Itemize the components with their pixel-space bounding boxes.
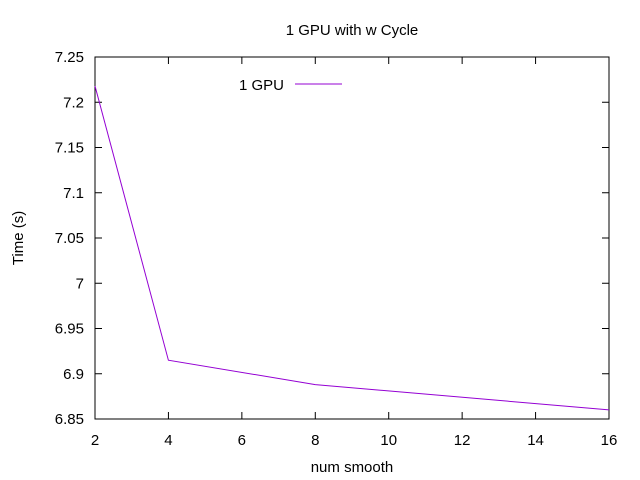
y-tick-label: 6.9 bbox=[63, 366, 84, 383]
x-tick-label: 2 bbox=[91, 432, 99, 449]
x-axis-label: num smooth bbox=[311, 459, 394, 476]
legend-label: 1 GPU bbox=[239, 77, 284, 94]
series-layer bbox=[94, 85, 610, 411]
y-tick-label: 7.05 bbox=[55, 230, 84, 247]
x-tick-label: 6 bbox=[238, 432, 246, 449]
x-tick-label: 14 bbox=[527, 432, 544, 449]
y-tick-label: 7.25 bbox=[55, 49, 84, 66]
y-tick-label: 7.1 bbox=[63, 185, 84, 202]
legend: 1 GPU bbox=[239, 77, 342, 94]
chart-title: 1 GPU with w Cycle bbox=[286, 22, 419, 39]
y-tick-label: 7 bbox=[76, 275, 84, 292]
y-tick-label: 7.2 bbox=[63, 94, 84, 111]
x-tick-label: 16 bbox=[601, 432, 618, 449]
x-tick-label: 12 bbox=[454, 432, 471, 449]
y-axis-ticks: 6.85 6.9 6.95 7 7.05 7.1 7.15 7.2 7.25 bbox=[55, 49, 609, 428]
plot-frame bbox=[94, 56, 610, 420]
y-tick-label: 7.15 bbox=[55, 140, 84, 157]
y-tick-label: 6.95 bbox=[55, 321, 84, 338]
y-axis-label: Time (s) bbox=[10, 211, 27, 265]
x-axis-ticks: 2 4 6 8 10 12 14 16 bbox=[91, 57, 618, 449]
x-tick-label: 10 bbox=[380, 432, 397, 449]
series-line bbox=[94, 85, 610, 411]
x-tick-label: 8 bbox=[311, 432, 319, 449]
x-tick-label: 4 bbox=[164, 432, 172, 449]
y-tick-label: 6.85 bbox=[55, 411, 84, 428]
